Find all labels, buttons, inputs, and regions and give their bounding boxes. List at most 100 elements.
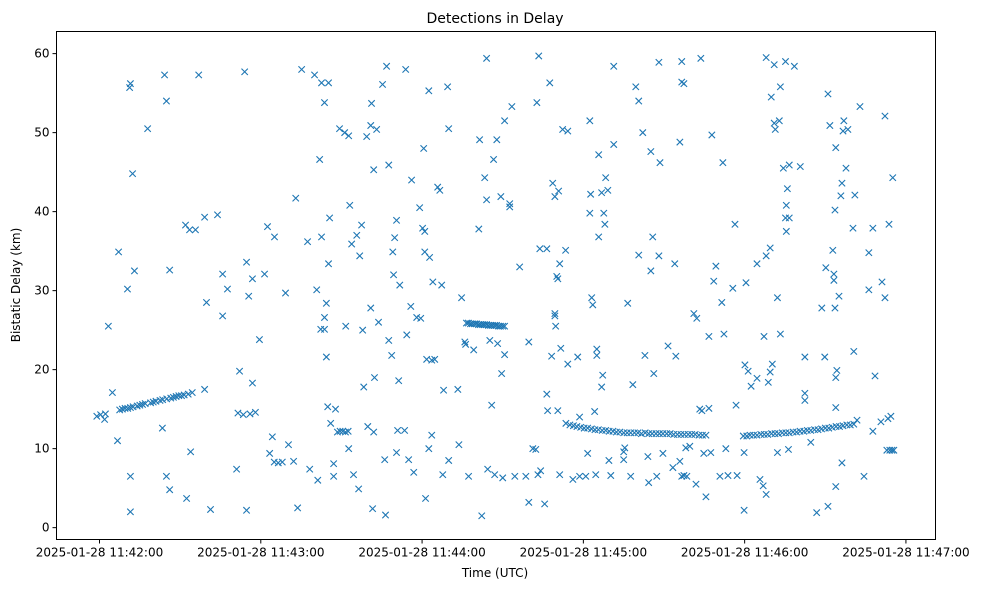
data-point — [364, 422, 372, 431]
data-point — [439, 471, 447, 479]
data-point — [584, 449, 592, 457]
data-point — [621, 444, 629, 452]
data-point — [160, 71, 169, 79]
data-point — [260, 270, 269, 278]
data-point — [298, 65, 306, 74]
data-point — [869, 427, 877, 435]
data-point — [762, 252, 770, 260]
data-point — [410, 468, 418, 476]
data-point — [266, 449, 274, 457]
data-point — [564, 360, 572, 368]
data-point — [395, 377, 403, 385]
data-point — [344, 427, 352, 435]
data-point — [782, 227, 790, 235]
data-point — [248, 379, 257, 387]
data-point — [700, 449, 708, 457]
data-point — [461, 338, 469, 346]
data-point — [289, 457, 298, 465]
data-point — [138, 400, 147, 408]
y-tick-label: 30 — [34, 284, 49, 298]
data-point — [278, 458, 286, 466]
data-point — [242, 506, 251, 514]
data-point — [733, 471, 741, 480]
data-point — [692, 480, 700, 488]
data-point — [839, 127, 847, 135]
data-point — [454, 385, 462, 393]
data-point — [370, 373, 379, 382]
data-point — [587, 190, 595, 198]
data-point — [455, 441, 463, 449]
data-point — [126, 403, 135, 412]
data-point — [830, 276, 838, 284]
data-point — [796, 163, 804, 171]
data-point — [358, 221, 366, 229]
data-point — [543, 245, 551, 253]
data-point — [776, 83, 784, 91]
data-point — [391, 234, 399, 242]
data-point — [314, 476, 322, 484]
data-point — [202, 298, 211, 307]
data-point — [818, 304, 826, 312]
data-point — [408, 176, 416, 184]
data-point — [313, 286, 321, 294]
data-point — [591, 407, 599, 416]
data-point — [562, 419, 570, 427]
data-point — [359, 326, 367, 334]
data-point — [729, 284, 737, 292]
data-point — [508, 102, 516, 111]
data-point — [402, 65, 410, 74]
data-point — [270, 233, 279, 241]
data-point — [698, 431, 707, 439]
data-point — [599, 371, 607, 379]
data-point — [549, 179, 557, 187]
data-point — [653, 472, 661, 480]
data-point — [849, 224, 857, 232]
data-point — [762, 490, 770, 499]
data-point — [887, 412, 895, 420]
x-tick-label: 2025-01-28 11:47:00 — [842, 546, 969, 560]
data-point — [826, 121, 834, 130]
data-point — [383, 62, 391, 70]
data-point — [493, 136, 501, 144]
data-point — [556, 471, 564, 479]
data-point — [782, 201, 790, 209]
data-point — [548, 352, 556, 360]
data-point — [602, 174, 610, 182]
data-point — [156, 396, 164, 405]
data-point — [722, 445, 730, 453]
data-point — [838, 459, 846, 467]
data-point — [188, 388, 196, 397]
data-point — [697, 54, 705, 62]
data-point — [522, 472, 530, 480]
data-point — [162, 97, 171, 105]
x-tick-label: 2025-01-28 11:44:00 — [358, 546, 485, 560]
data-point — [187, 448, 195, 456]
data-point — [649, 233, 657, 241]
data-point — [534, 471, 542, 479]
data-point — [489, 155, 498, 164]
data-point — [860, 472, 868, 480]
data-point — [445, 125, 453, 133]
chart-title: Detections in Delay — [426, 11, 563, 27]
data-point — [554, 275, 562, 283]
data-point — [374, 318, 383, 326]
data-point — [320, 313, 329, 322]
data-point — [569, 475, 577, 484]
data-point — [655, 430, 664, 438]
data-point — [779, 164, 787, 172]
data-point — [762, 53, 770, 62]
data-point — [130, 267, 139, 275]
data-point — [698, 407, 706, 415]
data-point — [740, 449, 748, 457]
data-point — [191, 226, 200, 234]
data-point — [546, 79, 554, 87]
data-point — [367, 121, 375, 130]
data-point — [842, 164, 850, 172]
data-point — [330, 472, 338, 480]
data-point — [790, 62, 798, 70]
data-point — [281, 289, 290, 297]
data-point — [869, 224, 877, 232]
data-point — [486, 336, 494, 344]
data-point — [732, 401, 740, 409]
